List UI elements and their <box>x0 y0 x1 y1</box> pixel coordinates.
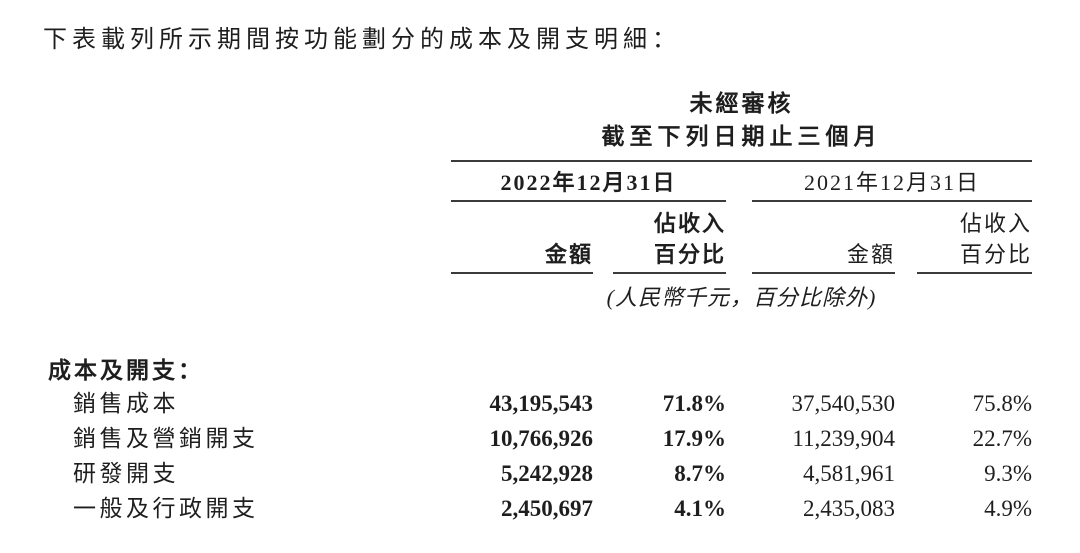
pct-2021: 9.3% <box>984 461 1032 486</box>
pct-header-line2-2022: 百分比 <box>653 242 726 267</box>
table-row: 銷售及營銷開支 10,766,926 17.9% 11,239,904 22.7… <box>0 424 1080 454</box>
pct-header-line1-2021: 佔收入 <box>959 211 1032 236</box>
amount-2021: 2,435,083 <box>803 496 895 521</box>
pct-2021: 75.8% <box>972 391 1032 416</box>
pct-header-line2-2021: 百分比 <box>959 242 1032 267</box>
header-unaudited: 未經審核 <box>689 91 794 116</box>
pct-2022: 17.9% <box>662 426 726 451</box>
header-rule-top <box>451 160 1032 162</box>
row-label: 銷售及營銷開支 <box>73 426 259 451</box>
pct-2022: 8.7% <box>674 461 726 486</box>
table-row: 研發開支 5,242,928 8.7% 4,581,961 9.3% <box>0 459 1080 489</box>
amount-2022: 10,766,926 <box>489 426 594 451</box>
amount-2021: 11,239,904 <box>792 426 895 451</box>
amount-header-2021: 金額 <box>846 242 895 267</box>
pct-2021: 4.9% <box>984 496 1032 521</box>
subheader-rule-amount-2021 <box>752 272 895 274</box>
table-row: 一般及行政開支 2,450,697 4.1% 2,435,083 4.9% <box>0 494 1080 524</box>
currency-note: (人民幣千元，百分比除外) <box>606 285 877 310</box>
date-rule-2021 <box>752 200 1032 202</box>
header-period: 截至下列日期止三個月 <box>601 124 882 149</box>
pct-2021: 22.7% <box>972 426 1032 451</box>
subheader-rule-pct-2022 <box>613 272 726 274</box>
column-header-2022: 2022年12月31日 <box>500 170 677 195</box>
pct-2022: 4.1% <box>674 496 726 521</box>
pct-header-line1-2022: 佔收入 <box>653 211 726 236</box>
column-header-2021: 2021年12月31日 <box>803 170 980 195</box>
amount-2022: 2,450,697 <box>501 496 593 521</box>
section-label: 成本及開支： <box>48 358 204 383</box>
amount-2022: 5,242,928 <box>501 461 593 486</box>
row-label: 一般及行政開支 <box>73 496 259 521</box>
table-row: 銷售成本 43,195,543 71.8% 37,540,530 75.8% <box>0 389 1080 419</box>
pct-2022: 71.8% <box>662 391 726 416</box>
subheader-rule-pct-2021 <box>917 272 1032 274</box>
row-label: 銷售成本 <box>73 391 179 416</box>
amount-2021: 37,540,530 <box>791 391 896 416</box>
row-label: 研發開支 <box>73 461 179 486</box>
date-rule-2022 <box>451 200 726 202</box>
intro-text: 下表載列所示期間按功能劃分的成本及開支明細： <box>43 27 681 53</box>
amount-header-2022: 金額 <box>544 242 593 267</box>
amount-2021: 4,581,961 <box>803 461 895 486</box>
amount-2022: 43,195,543 <box>489 391 594 416</box>
subheader-rule-amount-2022 <box>451 272 593 274</box>
